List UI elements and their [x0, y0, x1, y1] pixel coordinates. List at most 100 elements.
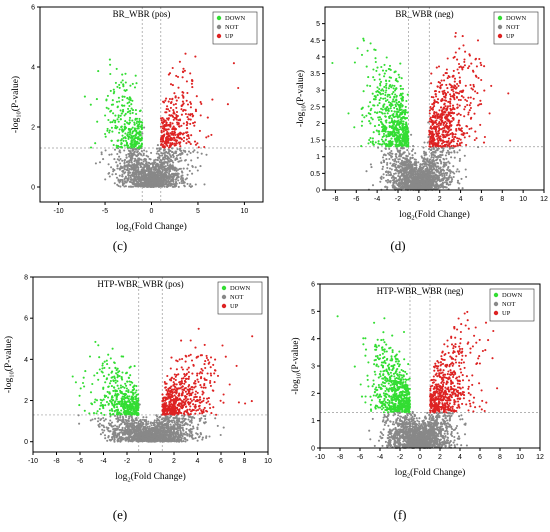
point-not: [403, 181, 406, 184]
point-down: [400, 117, 404, 120]
point-not: [394, 155, 398, 158]
point-up: [436, 115, 439, 118]
point-not: [379, 180, 382, 183]
point-up: [442, 123, 445, 126]
point-down: [111, 130, 114, 133]
point-up: [440, 142, 444, 145]
point-down: [125, 88, 128, 92]
point-not: [430, 152, 433, 155]
point-not: [450, 176, 453, 179]
point-down: [362, 90, 365, 93]
point-not: [395, 166, 398, 169]
point-not: [167, 167, 170, 170]
point-up: [447, 137, 451, 140]
point-down: [398, 76, 401, 79]
point-down: [119, 114, 122, 117]
point-down: [360, 145, 363, 148]
point-not: [437, 176, 440, 179]
point-up: [175, 140, 178, 143]
point-up: [456, 113, 459, 116]
point-down: [132, 134, 135, 138]
point-up: [435, 111, 438, 114]
point-not: [158, 154, 161, 157]
point-down: [109, 121, 112, 124]
point-not: [138, 177, 141, 180]
point-not: [452, 165, 455, 168]
point-not: [181, 177, 184, 180]
point-not: [402, 156, 405, 159]
point-down: [107, 118, 110, 122]
point-up: [453, 80, 456, 83]
point-up: [175, 110, 179, 114]
point-not: [428, 148, 431, 151]
point-down: [141, 121, 144, 124]
point-not: [143, 149, 146, 152]
point-not: [118, 150, 121, 153]
point-not: [431, 182, 435, 185]
point-down: [396, 129, 399, 132]
point-up: [186, 122, 189, 125]
x-tick-label: 12: [540, 196, 548, 203]
point-down: [376, 86, 379, 89]
point-not: [407, 185, 410, 188]
point-up: [428, 130, 431, 133]
point-not: [163, 156, 167, 159]
point-up: [440, 106, 443, 109]
point-up: [441, 127, 444, 130]
point-up: [165, 108, 168, 111]
point-not: [145, 185, 149, 188]
point-down: [137, 127, 140, 130]
point-up: [172, 125, 175, 128]
point-up: [431, 123, 434, 126]
y-axis-title: -log10(P-value): [295, 70, 308, 127]
point-not: [451, 171, 455, 174]
point-up: [450, 84, 453, 88]
point-up: [473, 138, 476, 142]
point-up: [437, 122, 440, 125]
point-not: [171, 185, 174, 188]
point-down: [392, 98, 395, 101]
point-up: [175, 113, 178, 117]
point-not: [456, 168, 459, 171]
point-not: [389, 162, 392, 165]
point-up: [186, 127, 189, 130]
point-down: [390, 86, 393, 89]
point-up: [454, 133, 457, 136]
point-not: [377, 146, 380, 149]
legend-label-down: DOWN: [225, 15, 246, 22]
point-up: [441, 83, 444, 86]
point-up: [180, 113, 183, 116]
point-not: [162, 180, 165, 183]
point-down: [401, 127, 404, 130]
point-not: [199, 165, 202, 168]
point-down: [385, 69, 388, 72]
point-not: [123, 149, 126, 152]
point-not: [181, 174, 184, 177]
point-up: [164, 111, 167, 114]
point-up: [437, 139, 440, 142]
point-not: [177, 179, 180, 182]
point-down: [112, 143, 115, 147]
point-not: [121, 170, 124, 173]
point-not: [179, 177, 183, 181]
point-down: [122, 139, 125, 142]
point-down: [138, 130, 141, 133]
point-not: [447, 153, 450, 156]
point-down: [377, 142, 380, 145]
point-down: [379, 84, 382, 87]
point-down: [376, 90, 379, 93]
point-not: [458, 182, 461, 185]
point-down: [384, 97, 387, 100]
point-not: [118, 167, 121, 170]
point-not: [439, 170, 443, 173]
legend-label-up: UP: [225, 33, 234, 40]
point-not: [442, 147, 445, 150]
point-down: [372, 98, 375, 101]
point-down: [379, 97, 382, 100]
point-down: [394, 137, 397, 140]
point-up: [163, 124, 166, 127]
point-not: [410, 186, 413, 189]
point-not: [388, 157, 391, 161]
